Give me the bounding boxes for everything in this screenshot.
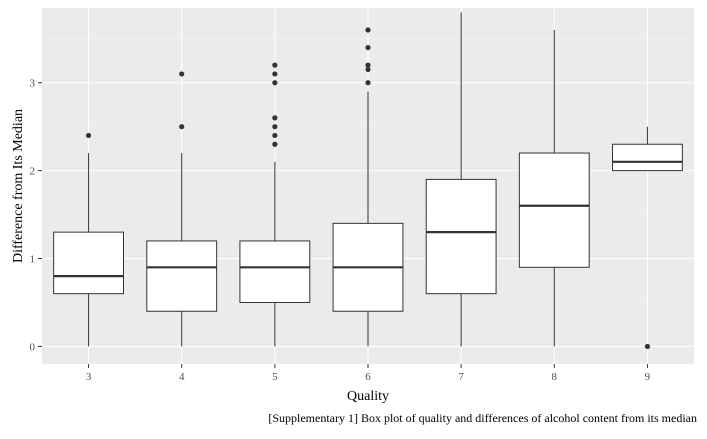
x-axis-title: Quality (347, 389, 389, 404)
figure-caption: [Supplementary 1] Box plot of quality an… (268, 411, 697, 425)
outlier-point (272, 124, 278, 130)
x-tick-label: 7 (458, 371, 464, 383)
x-tick-label: 8 (552, 371, 558, 383)
outlier-point (365, 27, 371, 33)
y-tick-label: 1 (30, 254, 36, 266)
x-tick-label: 6 (365, 371, 371, 383)
outlier-point (365, 66, 371, 73)
box (518, 152, 590, 268)
box (239, 240, 311, 303)
outlier-point (644, 343, 651, 350)
boxplot-chart: 0 1 2 3 3 4 5 6 7 8 9 Quality Difference from Its Me… (11, 8, 694, 404)
box (425, 178, 497, 295)
y-tick-label: 2 (30, 166, 36, 178)
box (612, 143, 683, 172)
x-tick-label: 5 (272, 371, 278, 383)
outlier-point (365, 62, 371, 68)
outlier-point (272, 80, 278, 86)
x-tick-label: 3 (86, 371, 92, 383)
chart-svg: 0 1 2 3 3 4 5 6 7 8 9 Quality Difference from Its Me… (11, 8, 694, 404)
box (146, 240, 218, 312)
outlier-point (272, 71, 278, 77)
x-tick-label: 4 (179, 371, 185, 383)
y-tick-label: 0 (30, 341, 36, 353)
box (53, 231, 124, 295)
outlier-point (365, 44, 371, 51)
y-axis-title: Difference from Its Median (11, 109, 26, 263)
outlier-point (179, 124, 185, 130)
outlier-point (272, 141, 278, 147)
outlier-point (272, 115, 278, 121)
y-tick-label: 3 (30, 78, 36, 90)
x-tick-label: 9 (645, 371, 651, 383)
outlier-point (85, 132, 92, 139)
outlier-point (365, 80, 371, 86)
outlier-point (179, 71, 185, 77)
outlier-point (272, 132, 278, 139)
outlier-point (272, 62, 278, 68)
